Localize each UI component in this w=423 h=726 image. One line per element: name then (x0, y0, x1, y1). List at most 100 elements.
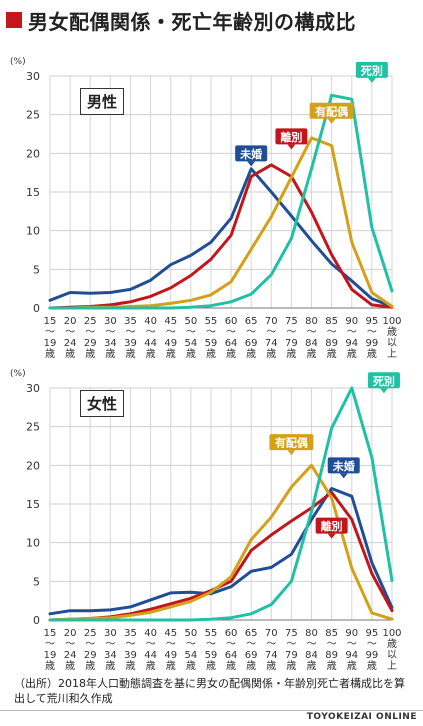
men-series-line-離別 (48, 163, 394, 310)
men-xtick-label: 25 ～ 29 歳 (84, 316, 97, 360)
men-ytick-label: 0 (33, 302, 40, 315)
panel-label-men: 男性 (80, 88, 125, 115)
women-series-label-pointer (287, 450, 296, 456)
men-ytick-label: 30 (26, 70, 40, 83)
women-ytick-label: 0 (33, 614, 40, 627)
women-xtick-label: 95 ～ 99 歳 (366, 628, 379, 672)
men-series-label-text: 離別 (280, 130, 302, 144)
men-xtick-label: 95 ～ 99 歳 (366, 316, 379, 360)
men-xtick-label: 75 ～ 79 歳 (285, 316, 298, 360)
women-xtick-label: 80 ～ 84 歳 (305, 628, 318, 672)
women-xtick-label: 85 ～ 89 歳 (325, 628, 338, 672)
women-xtick-label: 40 ～ 44 歳 (144, 628, 157, 672)
men-series-label-未婚: 未婚 (235, 145, 268, 167)
women-xtick-label: 70 ～ 74 歳 (265, 628, 278, 672)
men-xtick-label: 15 ～ 19 歳 (44, 316, 57, 360)
women-series-label-死別: 死別 (367, 372, 400, 394)
women-ytick-label: 5 (33, 575, 40, 588)
women-series-label-有配偶: 有配偶 (269, 434, 314, 456)
men-series-label-死別: 死別 (355, 61, 388, 83)
men-series-label-pointer (287, 144, 296, 150)
women-xtick-label: 60 ～ 64 歳 (225, 628, 238, 672)
panel-label-women: 女性 (80, 390, 125, 417)
page-title: 男女配偶関係・死亡年齢別の構成比 (28, 10, 356, 34)
women-ytick-label: 15 (26, 498, 40, 511)
men-xtick-label: 70 ～ 74 歳 (265, 316, 278, 360)
men-yaxis-unit: (%) (10, 57, 26, 67)
footer-divider (0, 710, 423, 711)
women-xtick-label: 30 ～ 34 歳 (104, 628, 117, 672)
women-xtick-label: 35 ～ 39 歳 (124, 628, 137, 672)
women-xtick-label: 100 歳以上 (382, 628, 401, 672)
men-ytick-label: 10 (26, 225, 40, 238)
women-xtick-label: 25 ～ 29 歳 (84, 628, 97, 672)
women-ytick-label: 10 (26, 537, 40, 550)
men-ytick-label: 20 (26, 147, 40, 160)
men-series-label-bg (235, 145, 268, 162)
men-series-line-有配偶 (48, 136, 394, 310)
men-xtick-label: 60 ～ 64 歳 (225, 316, 238, 360)
men-series-label-text: 死別 (361, 63, 383, 77)
source-note: （出所）2018年人口動態調査を基に男女の配偶関係・年齢別死亡者構成比を算出して… (14, 677, 405, 705)
chart-title-bar: 男女配偶関係・死亡年齢別の構成比 (0, 0, 423, 44)
men-series-label-有配偶: 有配偶 (309, 102, 354, 124)
men-series-label-離別: 離別 (275, 128, 308, 150)
women-series-label-未婚: 未婚 (327, 457, 360, 479)
men-ytick-label: 25 (26, 109, 40, 122)
men-xtick-label: 20 ～ 24 歳 (64, 316, 77, 360)
women-xtick-label: 90 ～ 94 歳 (345, 628, 358, 672)
men-xtick-label: 35 ～ 39 歳 (124, 316, 137, 360)
women-series-label-text: 離別 (321, 519, 343, 533)
men-xtick-label: 45 ～ 49 歳 (164, 316, 177, 360)
women-series-label-pointer (339, 473, 348, 479)
men-xtick-label: 50 ～ 54 歳 (184, 316, 197, 360)
women-series-label-text: 死別 (373, 374, 395, 388)
men-xtick-label: 55 ～ 59 歳 (205, 316, 218, 360)
women-xtick-label: 20 ～ 24 歳 (64, 628, 77, 672)
women-series-label-text: 有配偶 (275, 436, 308, 450)
women-series-label-bg (367, 372, 400, 389)
women-series-line-離別 (48, 490, 394, 622)
women-series-line-死別 (48, 386, 394, 622)
men-series-label-pointer (367, 77, 376, 83)
men-xtick-label: 80 ～ 84 歳 (305, 316, 318, 360)
men-series-label-text: 未婚 (239, 147, 262, 161)
men-series-line-死別 (48, 93, 394, 310)
women-xtick-label: 65 ～ 69 歳 (245, 628, 258, 672)
brand-logo-text: TOYOKEIZAI ONLINE (306, 712, 417, 722)
men-series-label-pointer (327, 118, 336, 124)
women-series-line-未婚 (48, 487, 394, 616)
women-series-label-bg (327, 457, 360, 474)
title-marker (6, 12, 22, 28)
women-ytick-label: 30 (26, 382, 40, 395)
women-series-label-bg (269, 434, 314, 451)
men-xtick-label: 65 ～ 69 歳 (245, 316, 258, 360)
women-series-label-pointer (327, 533, 336, 539)
women-xtick-label: 50 ～ 54 歳 (184, 628, 197, 672)
women-xtick-label: 45 ～ 49 歳 (164, 628, 177, 672)
men-series-label-bg (355, 61, 388, 78)
women-series-line-有配偶 (48, 463, 394, 622)
women-xtick-label: 15 ～ 19 歳 (44, 628, 57, 672)
women-series-label-離別: 離別 (315, 517, 348, 539)
women-xtick-label: 55 ～ 59 歳 (205, 628, 218, 672)
men-series-label-bg (275, 128, 308, 145)
men-xtick-label: 40 ～ 44 歳 (144, 316, 157, 360)
women-xtick-label: 75 ～ 79 歳 (285, 628, 298, 672)
men-ytick-label: 5 (33, 263, 40, 276)
men-series-label-bg (309, 102, 354, 119)
men-ytick-label: 15 (26, 186, 40, 199)
women-yaxis-unit: (%) (10, 369, 26, 379)
men-series-line-未婚 (48, 167, 394, 308)
women-ytick-label: 25 (26, 421, 40, 434)
men-xtick-label: 90 ～ 94 歳 (345, 316, 358, 360)
women-series-label-bg (315, 517, 348, 534)
chart-men: 0 5 10 15 20 25 30(%) 15 ～ 19 歳 20 ～ 24 歳 25 ～ 29 歳 30 ～ 34 歳 3… (10, 57, 402, 360)
men-xtick-label: 30 ～ 34 歳 (104, 316, 117, 360)
men-series-label-text: 有配偶 (315, 104, 348, 118)
women-ytick-label: 20 (26, 459, 40, 472)
men-xtick-label: 100 歳以上 (382, 316, 401, 360)
women-series-label-text: 未婚 (332, 459, 355, 473)
women-series-label-pointer (379, 388, 388, 394)
chart-women: 0 5 10 15 20 25 30(%) 15 ～ 19 歳 20 ～ 24 歳 25 ～ 29 歳 30 ～ 34 歳 3… (10, 369, 402, 672)
